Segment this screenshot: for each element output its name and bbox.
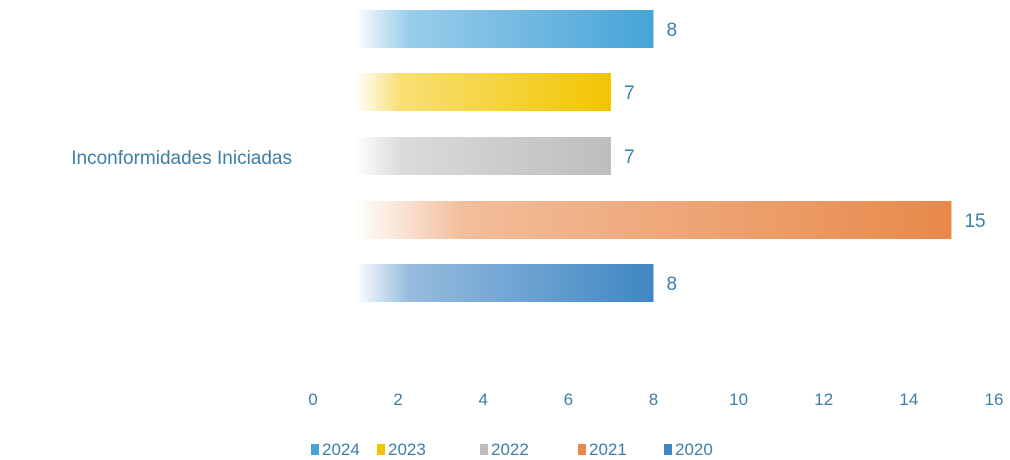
- data-label-2020: 8: [667, 274, 678, 295]
- legend-swatch-2021: [578, 444, 586, 455]
- bar-2023: [355, 73, 611, 111]
- bar-2021: [355, 201, 952, 239]
- legend: 2024 2023 2022 2021 2020: [311, 440, 713, 459]
- data-label-2024: 8: [667, 20, 678, 41]
- legend-swatch-2020: [664, 444, 672, 455]
- x-tick-label: 12: [814, 390, 833, 409]
- x-tick-label: 10: [729, 390, 748, 409]
- legend-swatch-2022: [480, 444, 488, 455]
- data-labels-group: 8 7 7 15 8: [624, 20, 986, 295]
- legend-label-2022: 2022: [491, 440, 529, 459]
- x-tick-label: 14: [899, 390, 918, 409]
- x-tick-label: 6: [564, 390, 573, 409]
- legend-label-2024: 2024: [322, 440, 360, 459]
- bar-2020: [355, 264, 654, 302]
- x-tick-label: 4: [479, 390, 488, 409]
- x-tick-label: 16: [985, 390, 1004, 409]
- x-tick-label: 8: [649, 390, 658, 409]
- legend-swatch-2024: [311, 444, 319, 455]
- bar-2024: [355, 10, 654, 48]
- legend-label-2021: 2021: [589, 440, 627, 459]
- legend-label-2020: 2020: [675, 440, 713, 459]
- category-label: Inconformidades Iniciadas: [71, 148, 292, 169]
- x-axis-ticks: 0 2 4 6 8 10 12 14 16: [308, 390, 1003, 409]
- legend-label-2023: 2023: [388, 440, 426, 459]
- bar-2022: [355, 137, 611, 175]
- data-label-2021: 15: [964, 211, 985, 232]
- x-tick-label: 0: [308, 390, 317, 409]
- legend-swatch-2023: [377, 444, 385, 455]
- data-label-2023: 7: [624, 83, 635, 104]
- data-label-2022: 7: [624, 147, 635, 168]
- bars-group: [355, 10, 952, 302]
- x-tick-label: 2: [393, 390, 402, 409]
